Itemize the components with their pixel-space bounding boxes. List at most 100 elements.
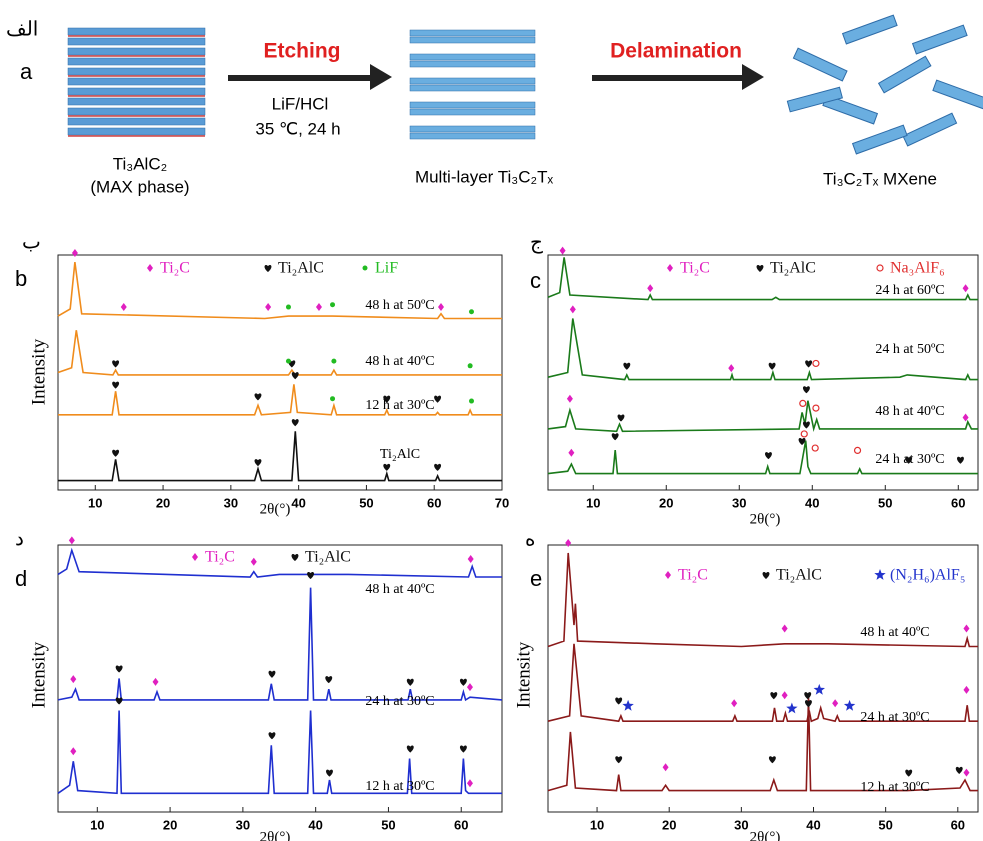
marker bbox=[567, 395, 573, 403]
material-name: Multi-layer Ti₃C₂Tₓ bbox=[415, 167, 554, 186]
flake bbox=[843, 15, 898, 44]
x-tick-label: 60 bbox=[427, 495, 441, 510]
marker bbox=[116, 665, 123, 672]
legend-symbol bbox=[874, 569, 885, 580]
x-tick-label: 50 bbox=[878, 495, 892, 510]
max-phase-image bbox=[68, 28, 205, 136]
marker bbox=[803, 422, 810, 429]
x-tick-label: 40 bbox=[291, 495, 305, 510]
curve-label: 48 h at 40ºC bbox=[860, 625, 929, 640]
y-axis-label: Intensity bbox=[513, 641, 534, 708]
x-tick-label: 40 bbox=[308, 817, 322, 832]
panel-label: d bbox=[15, 566, 27, 591]
marker bbox=[963, 624, 969, 632]
layer bbox=[68, 98, 205, 105]
marker bbox=[286, 359, 291, 364]
marker bbox=[467, 683, 473, 691]
y-axis-label: Intensity bbox=[28, 338, 49, 405]
marker bbox=[801, 431, 807, 437]
legend-label: Ti₂C bbox=[205, 549, 235, 566]
curve-label: 24 h at 30ºC bbox=[365, 694, 434, 709]
marker bbox=[769, 756, 776, 763]
marker bbox=[153, 678, 159, 686]
marker bbox=[407, 746, 414, 753]
panel-label: a bbox=[20, 59, 33, 84]
legend-label: Ti₂C bbox=[680, 260, 710, 277]
marker bbox=[560, 247, 566, 255]
x-axis-label: 2θ(°) bbox=[260, 829, 291, 841]
schematic: الف a Etching LiF/HCl 35 ℃, 24 h Delamin… bbox=[6, 15, 983, 196]
panel-label: c bbox=[530, 268, 541, 293]
legend-symbol bbox=[757, 265, 764, 272]
marker bbox=[663, 763, 669, 771]
marker bbox=[731, 699, 737, 707]
layer bbox=[410, 78, 535, 84]
marker bbox=[813, 405, 819, 411]
step-label: Etching bbox=[264, 40, 341, 63]
marker bbox=[112, 382, 119, 389]
marker bbox=[813, 360, 819, 366]
figure: الف a Etching LiF/HCl 35 ℃, 24 h Delamin… bbox=[0, 0, 983, 841]
legend-label: LiF bbox=[375, 260, 398, 277]
marker bbox=[468, 363, 473, 368]
curve-label: Ti₂AlC bbox=[380, 447, 420, 462]
x-tick-label: 60 bbox=[454, 817, 468, 832]
legend-label: Ti₂C bbox=[678, 567, 708, 584]
marker bbox=[326, 770, 333, 777]
marker bbox=[316, 303, 322, 311]
chart: دdIntensity2θ(°)10203040506048 h at 40ºC… bbox=[15, 527, 502, 841]
marker bbox=[786, 703, 797, 714]
arrow bbox=[592, 64, 764, 90]
layer bbox=[410, 61, 535, 67]
legend-label: Ti₂C bbox=[160, 260, 190, 277]
legend-symbol bbox=[192, 553, 198, 561]
reagent: LiF/HCl bbox=[272, 94, 329, 113]
layer bbox=[68, 128, 205, 135]
x-tick-label: 20 bbox=[156, 495, 170, 510]
chart: هeIntensity2θ(°)10203040506048 h at 40ºC… bbox=[513, 527, 978, 841]
x-tick-label: 20 bbox=[163, 817, 177, 832]
layer bbox=[410, 109, 535, 115]
panel-label-alt: ه bbox=[525, 527, 535, 551]
marker bbox=[568, 449, 574, 457]
multilayer-image bbox=[410, 30, 535, 139]
legend-symbol bbox=[763, 572, 770, 579]
legend-label: Ti₂AlC bbox=[776, 567, 822, 584]
legend-symbol bbox=[265, 265, 272, 272]
layer bbox=[410, 37, 535, 43]
y-axis-label: Intensity bbox=[28, 641, 49, 708]
x-tick-label: 30 bbox=[732, 495, 746, 510]
marker bbox=[112, 360, 119, 367]
curve-label: 12 h at 30ºC bbox=[365, 779, 434, 794]
xrd-curve bbox=[58, 550, 502, 577]
layer bbox=[68, 38, 205, 45]
marker bbox=[623, 363, 630, 370]
marker bbox=[269, 671, 276, 678]
legend-label: Ti₂AlC bbox=[770, 260, 816, 277]
marker bbox=[782, 624, 788, 632]
material-name: Ti₃AlC₂ bbox=[113, 154, 167, 173]
marker bbox=[434, 464, 441, 471]
curve-label: 48 h at 50ºC bbox=[365, 298, 434, 313]
marker bbox=[307, 572, 314, 579]
marker bbox=[844, 700, 855, 711]
marker bbox=[383, 464, 390, 471]
curve-label: 48 h at 40ºC bbox=[365, 354, 434, 369]
marker bbox=[570, 305, 576, 313]
marker bbox=[331, 359, 336, 364]
layer bbox=[68, 48, 205, 55]
layer bbox=[68, 88, 205, 95]
marker bbox=[255, 459, 262, 466]
marker bbox=[800, 400, 806, 406]
layer bbox=[68, 108, 205, 115]
legend-symbol bbox=[877, 265, 883, 271]
marker bbox=[615, 756, 622, 763]
x-tick-label: 10 bbox=[586, 495, 600, 510]
marker bbox=[565, 539, 571, 547]
curve-label: 48 h at 40ºC bbox=[365, 582, 434, 597]
legend-label: Na₃AlF₆ bbox=[890, 260, 945, 277]
layer bbox=[68, 78, 205, 85]
marker bbox=[70, 675, 76, 683]
plot-frame bbox=[58, 255, 502, 490]
legend-symbol bbox=[292, 554, 299, 561]
